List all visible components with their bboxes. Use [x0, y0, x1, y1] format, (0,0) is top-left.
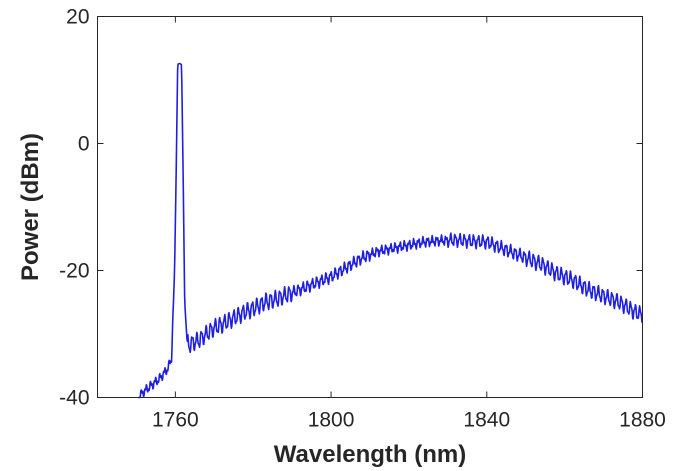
axes-frame [97, 16, 643, 398]
x-tick-label: 1800 [308, 409, 355, 432]
x-tick-labels: 1760 1800 1840 1880 [152, 409, 666, 432]
x-tick-label: 1760 [152, 409, 199, 432]
x-tick-label: 1840 [463, 409, 510, 432]
y-tick-labels: -40 -20 0 20 [59, 6, 89, 410]
y-tick-label: -40 [59, 387, 89, 410]
y-tick-label: -20 [59, 260, 89, 283]
x-axis-title: Wavelength (nm) [274, 441, 466, 468]
line-layer [138, 62, 644, 399]
y-axis-title: Power (dBm) [17, 133, 44, 281]
x-tick-label: 1880 [619, 409, 666, 432]
ticks-layer [97, 16, 643, 398]
y-tick-label: 20 [66, 6, 89, 29]
y-tick-label: 0 [78, 133, 90, 156]
series-line-spectrum [138, 62, 644, 399]
